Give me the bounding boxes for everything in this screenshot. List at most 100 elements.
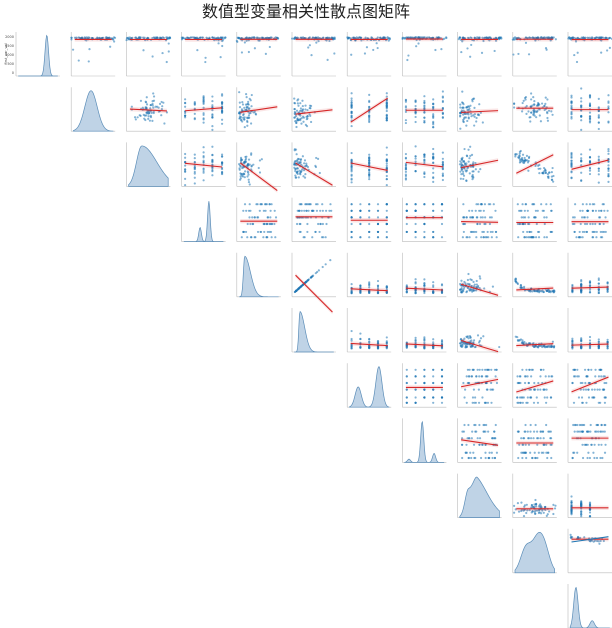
- scatter-point: [385, 104, 388, 107]
- scatter-point: [70, 36, 73, 39]
- scatter-point: [298, 222, 301, 226]
- scatter-point: [378, 36, 382, 39]
- scatter-point: [583, 443, 586, 446]
- regression-line: [461, 220, 499, 223]
- scatter-point: [490, 368, 493, 371]
- scatter-point: [481, 36, 484, 39]
- scatter-point: [241, 120, 244, 123]
- scatter-point: [470, 153, 474, 156]
- scatter-point: [368, 153, 371, 156]
- scatter-point: [293, 160, 296, 163]
- scatter-point: [607, 37, 611, 40]
- subplot-2-9: [512, 142, 557, 187]
- scatter-point: [243, 106, 246, 109]
- regression-line: [295, 109, 333, 115]
- scatter-point: [526, 396, 529, 399]
- scatter-point: [368, 93, 371, 96]
- scatter-point: [586, 430, 589, 433]
- scatter-point: [593, 396, 596, 399]
- scatter-point: [385, 117, 388, 120]
- scatter-point: [552, 512, 555, 516]
- scatter-point: [478, 341, 481, 344]
- regression-line: [461, 110, 499, 114]
- scatter-point: [607, 164, 610, 167]
- subplot-3-9: [512, 197, 557, 242]
- scatter-point: [530, 368, 533, 371]
- scatter-point: [302, 175, 305, 178]
- scatter-point: [550, 456, 553, 460]
- scatter-point: [301, 115, 305, 118]
- scatter-point: [492, 388, 495, 391]
- scatter-point: [305, 203, 308, 206]
- kde-curve: [569, 586, 610, 628]
- scatter-point: [588, 148, 592, 151]
- scatter-point: [432, 285, 435, 288]
- scatter-point: [359, 284, 362, 287]
- scatter-point: [152, 110, 155, 113]
- scatter-point: [580, 128, 583, 131]
- scatter-point: [597, 173, 600, 176]
- scatter-point: [158, 102, 162, 105]
- scatter-point: [276, 36, 280, 40]
- scatter-point: [193, 157, 196, 160]
- scatter-point: [247, 173, 250, 176]
- scatter-point: [490, 216, 493, 219]
- scatter-point: [219, 56, 222, 59]
- scatter-point: [588, 94, 592, 97]
- scatter-point: [298, 287, 301, 290]
- scatter-point: [539, 167, 542, 170]
- scatter-point: [304, 108, 307, 111]
- scatter-point: [545, 451, 548, 454]
- scatter-point: [350, 116, 353, 119]
- scatter-point: [306, 108, 309, 112]
- scatter-point: [266, 216, 270, 219]
- scatter-point: [238, 106, 242, 109]
- scatter-point: [248, 203, 251, 206]
- regression-line: [350, 288, 388, 292]
- scatter-point: [539, 430, 542, 433]
- scatter-point: [147, 115, 150, 118]
- scatter-point: [570, 176, 573, 179]
- scatter-point: [601, 456, 604, 460]
- scatter-point: [549, 396, 553, 399]
- scatter-point: [534, 388, 537, 391]
- scatter-point: [585, 222, 589, 226]
- scatter-point: [513, 511, 516, 514]
- scatter-point: [527, 169, 530, 172]
- scatter-point: [535, 104, 539, 107]
- scatter-point: [309, 203, 312, 206]
- scatter-point: [524, 423, 527, 427]
- scatter-point: [568, 36, 571, 39]
- scatter-point: [534, 423, 537, 427]
- scatter-point: [479, 168, 482, 171]
- scatter-point: [490, 236, 493, 239]
- scatter-point: [440, 401, 444, 404]
- subplot-4-7: [402, 252, 447, 298]
- scatter-point: [303, 209, 306, 212]
- scatter-point: [535, 502, 538, 505]
- scatter-point: [350, 158, 353, 161]
- scatter-point: [526, 430, 529, 433]
- scatter-point: [139, 36, 142, 39]
- scatter-point: [359, 286, 362, 289]
- scatter-point: [404, 152, 408, 156]
- scatter-point: [238, 112, 242, 116]
- scatter-point: [530, 98, 533, 101]
- scatter-point: [294, 115, 298, 118]
- scatter-point: [594, 375, 597, 378]
- scatter-point: [238, 91, 241, 94]
- scatter-point: [466, 119, 469, 123]
- scatter-point: [546, 98, 549, 101]
- scatter-point: [404, 177, 408, 180]
- chart-title: 数值型变量相关性散点图矩阵: [201, 2, 410, 21]
- scatter-point: [461, 456, 464, 460]
- subplot-0-3: [180, 32, 227, 77]
- scatter-point: [401, 36, 404, 39]
- scatter-point: [265, 236, 268, 239]
- scatter-point: [305, 118, 308, 121]
- scatter-point: [405, 290, 408, 293]
- scatter-point: [432, 157, 435, 160]
- scatter-point: [539, 437, 542, 440]
- scatter-point: [368, 169, 371, 172]
- scatter-point: [404, 119, 408, 122]
